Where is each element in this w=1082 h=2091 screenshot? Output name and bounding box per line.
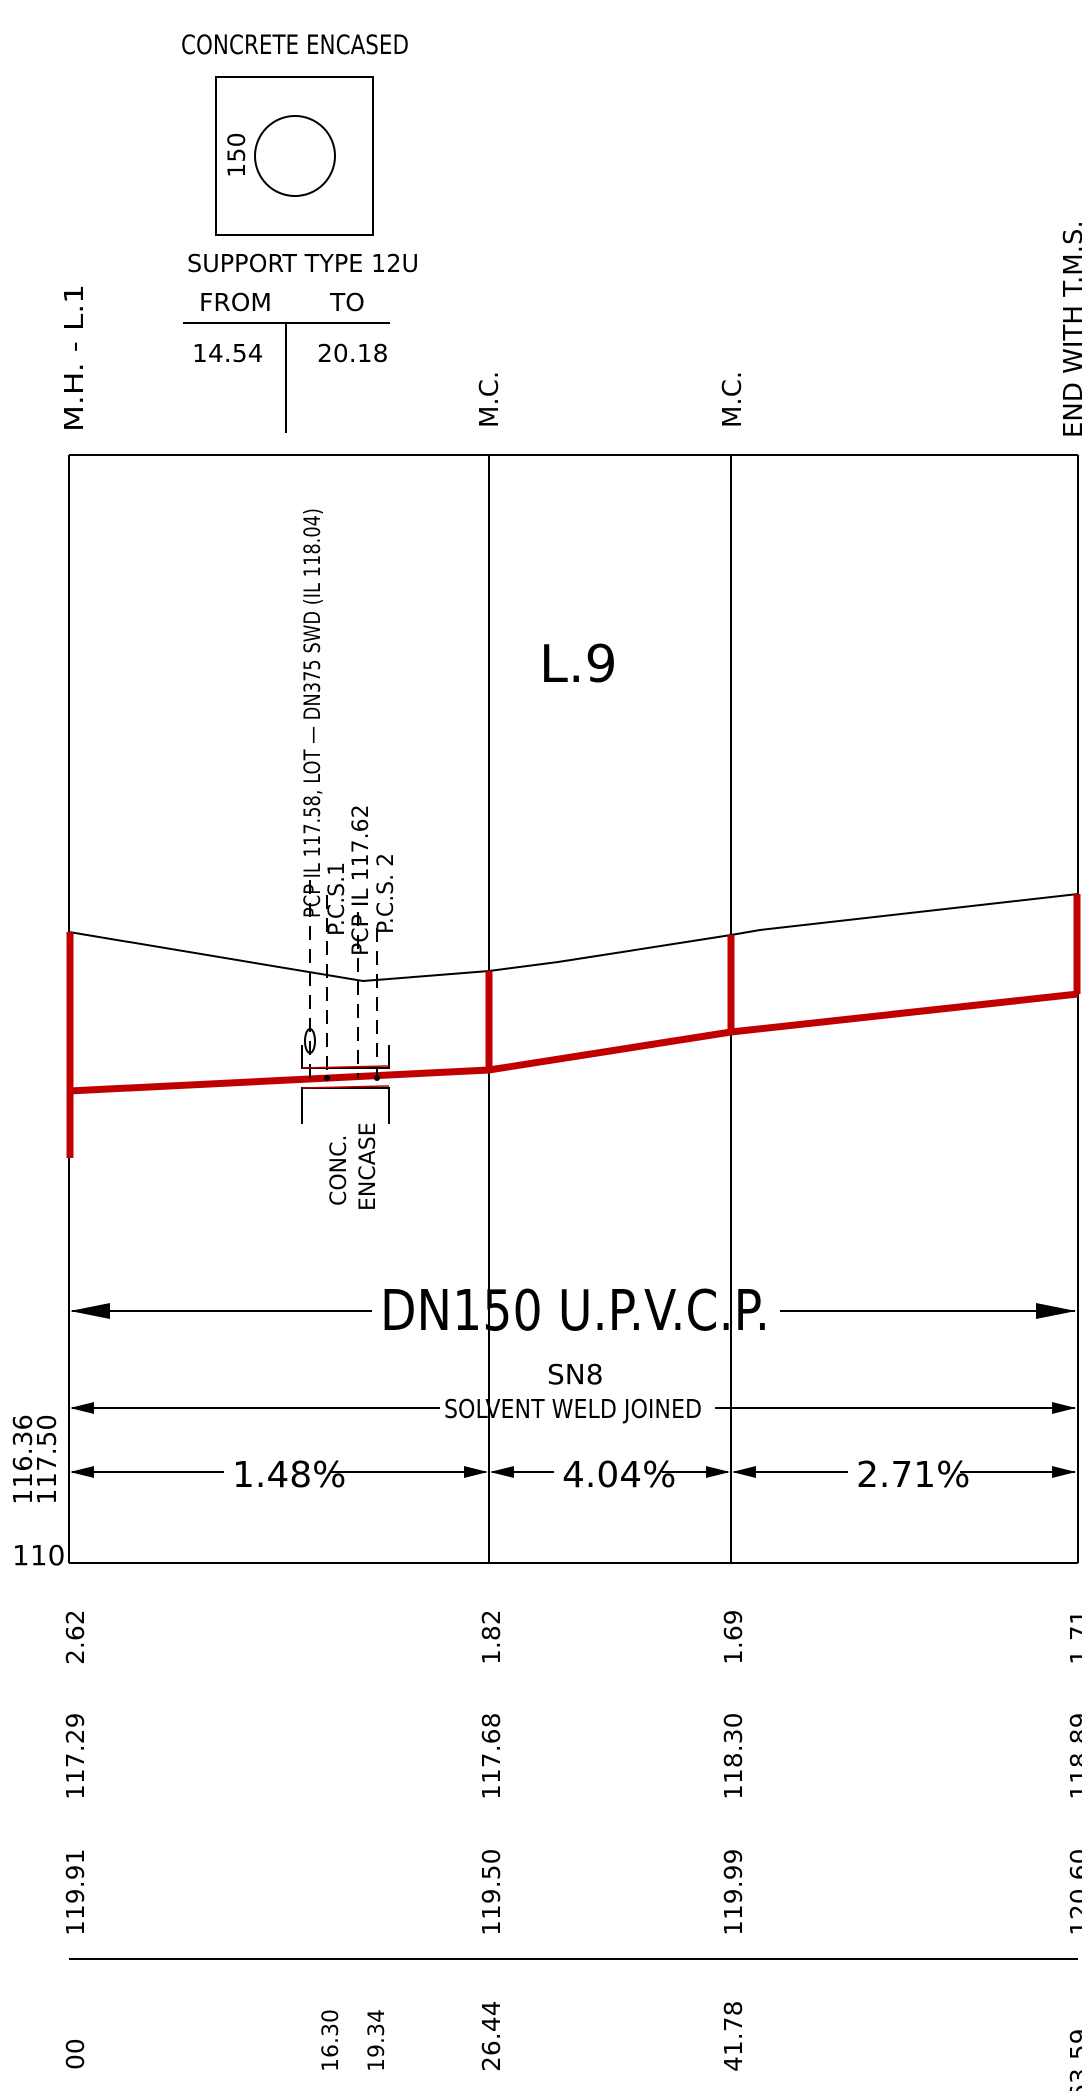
chainage-value: 19.34: [365, 2009, 390, 2072]
surface-level-value: 120.60: [1065, 1849, 1082, 1936]
grade-3: 2.71%: [856, 1455, 970, 1496]
surface-line: [68, 893, 1079, 983]
pipe-profile: [66, 894, 1081, 1158]
invert-level-value: 118.89: [1065, 1713, 1082, 1800]
depth-value: 1.71: [1065, 1609, 1082, 1665]
invert-level-value: 117.29: [61, 1713, 90, 1800]
surface-level-value: 119.99: [719, 1849, 748, 1936]
chainage-value: 16.30: [319, 2009, 344, 2072]
chainage-value: 41.78: [719, 2000, 748, 2072]
chainage-value: 00: [61, 2038, 90, 2070]
pipe-spec-dimension: [70, 1303, 1076, 1319]
depth-row: 2.62 1.82 1.69 1.71: [61, 1609, 1082, 1665]
depth-value: 2.62: [61, 1609, 90, 1665]
encase-label-line1: CONC.: [327, 1135, 352, 1207]
crossing-label: PCP IL 117.58, LOT — DN375 SWD (IL 118.0…: [301, 508, 326, 918]
pcs1-label: P.C.S.1: [325, 862, 350, 936]
chainage-value: 26.44: [477, 2000, 506, 2072]
datum-value-2: 117.50: [33, 1414, 63, 1505]
joint-type: SOLVENT WELD JOINED: [444, 1395, 702, 1425]
mc1-structure-label: M.C.: [475, 371, 505, 428]
end-structure-label: END WITH T.M.S.: [1059, 220, 1082, 438]
depth-value: 1.69: [719, 1609, 748, 1665]
service-crossings: [301, 880, 390, 1124]
start-structure-label: M.H. - L.1: [60, 284, 90, 432]
pipe-invert-line: [68, 990, 1079, 1095]
invert-level-row: 117.29 117.68 118.30 118.89: [61, 1713, 1082, 1800]
invert-level-value: 118.30: [719, 1713, 748, 1800]
support-to-value: 20.18: [317, 339, 389, 368]
invert-level-value: 117.68: [477, 1713, 506, 1800]
support-to-header: TO: [329, 288, 365, 317]
pcp2-label: PCP IL 117.62: [349, 804, 374, 956]
depth-value: 1.82: [477, 1609, 506, 1665]
surface-level-value: 119.91: [61, 1849, 90, 1936]
surface-level-row: 119.91 119.50 119.99 120.60: [61, 1849, 1082, 1936]
grade-1: 1.48%: [232, 1455, 346, 1496]
support-from-value: 14.54: [192, 339, 264, 368]
mc2-structure-label: M.C.: [718, 371, 748, 428]
support-from-header: FROM: [199, 288, 272, 317]
joint-dimension: [70, 1402, 1076, 1414]
datum-value-1: 116.36: [9, 1414, 39, 1505]
pipe-class: SN8: [547, 1358, 604, 1391]
support-type-label: SUPPORT TYPE 12U: [187, 249, 419, 278]
detail-pipe-size: 150: [223, 132, 251, 178]
grade-dimensions: [70, 1466, 1076, 1478]
line-label: L.9: [539, 635, 618, 695]
pipe-size-material: DN150 U.P.V.C.P.: [380, 1279, 770, 1344]
pipe-section-icon: [254, 115, 336, 197]
grade-2: 4.04%: [562, 1455, 676, 1496]
datum-base: 110: [12, 1539, 65, 1572]
encase-label-line2: ENCASE: [356, 1122, 381, 1211]
surface-level-value: 119.50: [477, 1849, 506, 1936]
swd-pipe-icon: [304, 1028, 316, 1054]
encasement-box: [215, 76, 374, 236]
chainage-value: 63.59: [1065, 2028, 1082, 2091]
pcs2-label: P.C.S. 2: [374, 853, 399, 934]
concrete-encased-detail: CONCRETE ENCASED 150 SUPPORT TYPE 12U FR…: [181, 30, 419, 433]
detail-title: CONCRETE ENCASED: [181, 30, 409, 61]
chainage-row: 00 16.30 19.34 26.44 41.78 63.59: [61, 2000, 1082, 2091]
